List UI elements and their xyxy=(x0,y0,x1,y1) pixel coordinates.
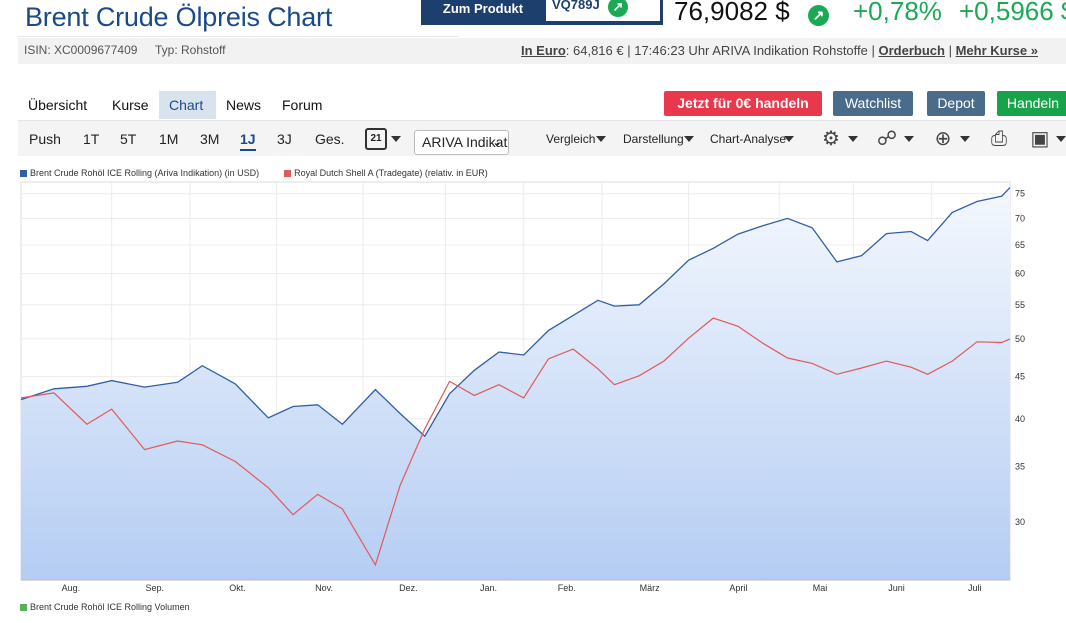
y-tick-label: 70 xyxy=(1015,213,1025,223)
legend-swatch-brent xyxy=(20,170,27,177)
page-title: Brent Crude Ölpreis Chart xyxy=(25,2,333,32)
y-tick-label: 75 xyxy=(1015,189,1025,199)
x-tick-label: März xyxy=(640,583,660,593)
x-tick-label: Okt. xyxy=(229,583,246,593)
series-line-shell xyxy=(20,317,1011,567)
trend-up-icon: ↗ xyxy=(808,5,829,26)
x-tick-label: Dez. xyxy=(399,583,418,593)
range-5t[interactable]: 5T xyxy=(120,131,137,147)
range-1j[interactable]: 1J xyxy=(240,131,256,151)
volume-legend: Brent Crude Rohöl ICE Rolling Volumen xyxy=(20,602,190,612)
darstellung-menu[interactable]: Darstellung xyxy=(623,132,684,146)
tab-uebersicht[interactable]: Übersicht xyxy=(28,97,88,113)
vergleich-menu[interactable]: Vergleich xyxy=(546,132,596,146)
chevron-down-icon xyxy=(784,136,794,142)
y-tick-label: 30 xyxy=(1015,517,1025,527)
x-tick-label: April xyxy=(729,583,747,593)
isin-label: ISIN: XC0009677409 xyxy=(24,43,138,57)
source-select[interactable]: ARIVA Indikation⌄ xyxy=(414,130,509,155)
handeln-button[interactable]: Handeln xyxy=(997,91,1066,116)
range-3m[interactable]: 3M xyxy=(200,131,220,147)
tab-kurse[interactable]: Kurse xyxy=(112,97,149,113)
meta-separator: | xyxy=(944,43,956,58)
tab-forum[interactable]: Forum xyxy=(282,97,323,113)
x-tick-label: Sep. xyxy=(145,583,164,593)
title-divider xyxy=(18,36,458,37)
settings-gear-icon[interactable]: ⚙ xyxy=(822,128,840,150)
current-price: 76,9082 $ xyxy=(674,0,790,26)
chevron-down-icon[interactable] xyxy=(391,136,401,142)
range-1m[interactable]: 1M xyxy=(159,131,179,147)
x-tick-label: Jan. xyxy=(480,583,497,593)
range-1t[interactable]: 1T xyxy=(83,131,100,147)
chevron-down-icon xyxy=(960,136,970,142)
mehr-kurse-link[interactable]: Mehr Kurse » xyxy=(955,43,1038,58)
zum-produkt-button[interactable]: Zum Produkt xyxy=(434,0,532,20)
x-tick-label: Aug. xyxy=(62,583,81,593)
source-select-value: ARIVA Indikation xyxy=(422,134,508,150)
volume-legend-label: Brent Crude Rohöl ICE Rolling Volumen xyxy=(30,602,190,612)
jetzt-handeln-button[interactable]: Jetzt für 0€ handeln xyxy=(664,91,822,116)
orderbuch-link[interactable]: Orderbuch xyxy=(878,43,945,58)
legend-label-brent: Brent Crude Rohöl ICE Rolling (Ariva Ind… xyxy=(30,168,260,178)
zoom-in-icon[interactable]: ⊕ xyxy=(934,128,952,150)
range-ges[interactable]: Ges. xyxy=(315,131,345,147)
chevron-down-icon: ⌄ xyxy=(491,135,502,149)
x-tick-label: Juni xyxy=(888,583,905,593)
quote-meta: In Euro: 64,816 € | 17:46:23 Uhr ARIVA I… xyxy=(521,43,1038,58)
tab-chart[interactable]: Chart xyxy=(159,91,216,119)
wkn-box[interactable] xyxy=(545,0,661,22)
y-tick-label: 50 xyxy=(1015,334,1025,344)
chevron-down-icon xyxy=(848,136,858,142)
x-tick-label: Juli xyxy=(968,583,982,593)
depot-button[interactable]: Depot xyxy=(927,91,985,116)
tab-news[interactable]: News xyxy=(226,97,262,113)
chevron-down-icon xyxy=(1056,136,1066,142)
chart-analyse-menu[interactable]: Chart-Analyse xyxy=(710,132,787,146)
save-disk-icon[interactable]: ▣ xyxy=(1030,128,1050,150)
in-euro-link[interactable]: In Euro xyxy=(521,43,566,58)
legend-label-shell: Royal Dutch Shell A (Tradegate) (relativ… xyxy=(294,168,488,178)
x-tick-label: Mai xyxy=(813,583,828,593)
x-tick-label: Feb. xyxy=(558,583,576,593)
range-push[interactable]: Push xyxy=(29,131,61,147)
chart-legend: Brent Crude Rohöl ICE Rolling (Ariva Ind… xyxy=(20,168,488,178)
y-tick-label: 45 xyxy=(1015,372,1025,382)
legend-swatch-volume xyxy=(20,604,27,611)
print-icon[interactable]: ⎙ xyxy=(991,128,1007,150)
range-3j[interactable]: 3J xyxy=(277,131,292,147)
wkn-code[interactable]: VQ789J xyxy=(552,0,600,12)
chevron-down-icon xyxy=(684,136,694,142)
quote-meta-text: : 64,816 € | 17:46:23 Uhr ARIVA Indikati… xyxy=(565,43,879,58)
watchlist-button[interactable]: Watchlist xyxy=(833,91,913,116)
y-tick-label: 35 xyxy=(1015,462,1025,472)
y-tick-label: 55 xyxy=(1015,300,1025,310)
calendar-icon[interactable]: 21 xyxy=(365,128,387,150)
x-tick-label: Nov. xyxy=(315,583,333,593)
chevron-down-icon xyxy=(904,136,914,142)
type-label: Typ: Rohstoff xyxy=(155,43,226,57)
info-bar xyxy=(18,38,1066,64)
change-percent: +0,78% xyxy=(853,0,942,26)
y-tick-label: 60 xyxy=(1015,269,1025,279)
y-tick-label: 40 xyxy=(1015,414,1025,424)
change-absolute: +0,5966 $ xyxy=(959,0,1066,26)
chevron-down-icon xyxy=(596,136,606,142)
chart-toolbar xyxy=(18,120,1066,156)
legend-swatch-shell xyxy=(284,170,292,177)
series-line-brent xyxy=(20,187,1011,438)
y-tick-label: 65 xyxy=(1015,240,1025,250)
share-network-icon[interactable]: ☍ xyxy=(876,128,898,150)
series-area-brent xyxy=(21,187,1010,580)
arrow-up-right-icon: ↗ xyxy=(608,0,628,17)
